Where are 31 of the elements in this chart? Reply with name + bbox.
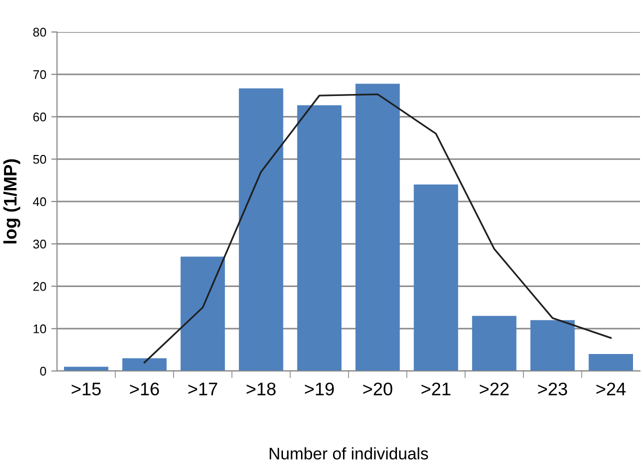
x-tick-label: >23 [538, 382, 568, 396]
x-tick-label: >22 [480, 382, 509, 396]
y-tick-label: 10 [34, 324, 46, 334]
y-tick-label: 30 [33, 240, 46, 249]
x-tick-label: >24 [596, 382, 626, 396]
x-tick-label: >21 [422, 382, 450, 396]
x-axis-title: Number of individuals [270, 447, 428, 460]
y-tick-label: 20 [33, 282, 46, 291]
bar [355, 84, 400, 371]
bar [414, 184, 458, 371]
y-tick-label: 60 [33, 112, 46, 122]
x-tick-label: >15 [72, 382, 101, 396]
bar [122, 358, 167, 371]
bar [180, 256, 225, 371]
line-series [144, 93, 612, 364]
bar [472, 316, 516, 371]
bar [588, 354, 634, 371]
y-tick-label: 40 [32, 197, 46, 206]
y-tick-label: 70 [33, 70, 46, 80]
x-tick-label: >20 [363, 382, 392, 396]
y-tick-label: 80 [33, 28, 46, 37]
x-tick-label: >16 [130, 382, 159, 396]
x-tick-label: >19 [304, 382, 334, 396]
y-axis-title: log (1/MP) [3, 159, 20, 244]
bar [297, 105, 342, 371]
y-tick-label: 0 [40, 366, 46, 376]
y-tick-label: 50 [33, 154, 46, 164]
bar [530, 320, 575, 371]
x-tick-label: >18 [246, 382, 276, 396]
bar [238, 88, 284, 371]
x-tick-label: >17 [188, 382, 218, 396]
